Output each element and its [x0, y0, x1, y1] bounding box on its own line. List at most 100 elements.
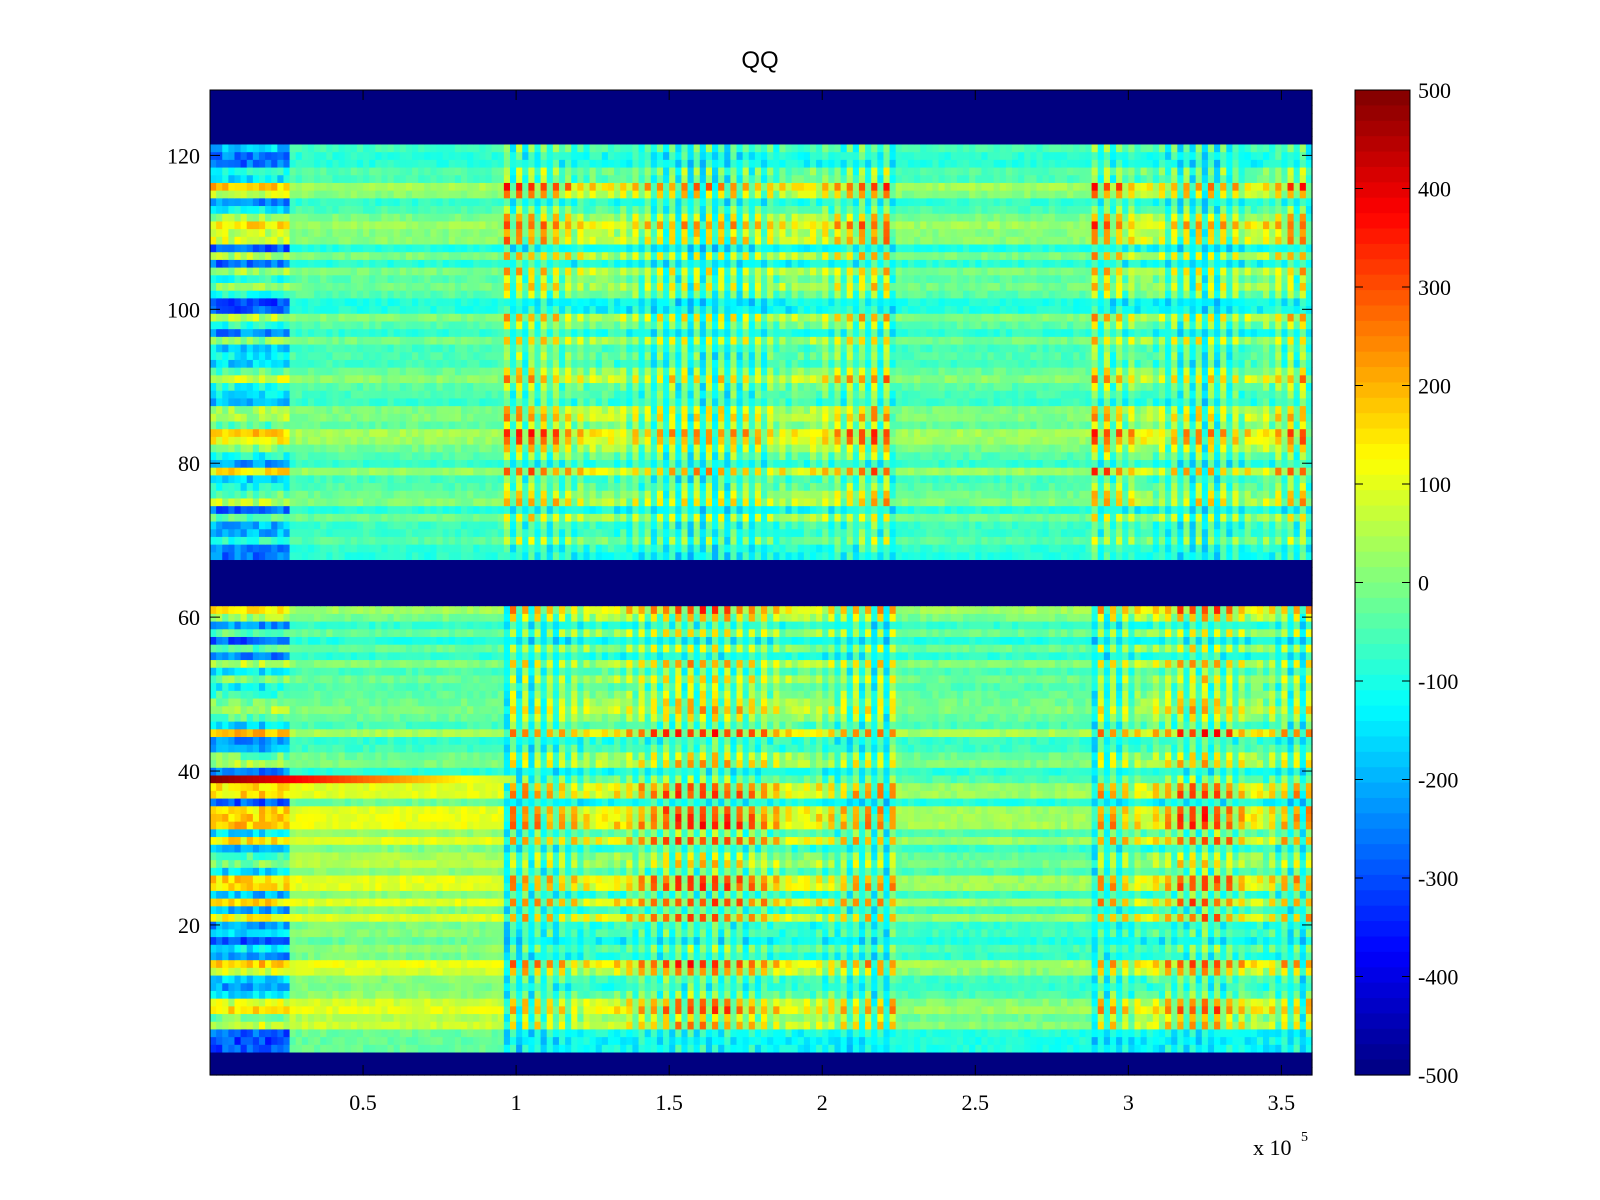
heatmap-cell: [1122, 906, 1129, 914]
heatmap-cell: [951, 983, 958, 991]
heatmap-cell: [1110, 883, 1117, 891]
heatmap-cell: [632, 867, 639, 875]
heatmap-cell: [1104, 867, 1111, 875]
heatmap-cell: [473, 921, 480, 929]
heatmap-cell: [528, 990, 535, 998]
heatmap-cell: [975, 890, 982, 898]
heatmap-cell: [1024, 929, 1031, 937]
heatmap-cell: [681, 960, 688, 968]
heatmap-cell: [467, 936, 474, 944]
heatmap-cell: [381, 983, 388, 991]
heatmap-cell: [749, 906, 756, 914]
heatmap-cell: [577, 921, 584, 929]
heatmap-cell: [369, 875, 376, 883]
heatmap-cell: [1012, 929, 1019, 937]
heatmap-cell: [461, 990, 468, 998]
heatmap-cell: [1104, 906, 1111, 914]
heatmap-cell: [247, 929, 254, 937]
heatmap-cell: [216, 1006, 223, 1014]
heatmap-cell: [1159, 1067, 1166, 1075]
heatmap-cell: [737, 998, 744, 1006]
heatmap-cell: [1049, 967, 1056, 975]
heatmap-cell: [1098, 1037, 1105, 1045]
heatmap-cell: [528, 906, 535, 914]
heatmap-cell: [1055, 967, 1062, 975]
heatmap-cell: [265, 1052, 272, 1060]
heatmap-cell: [816, 1029, 823, 1037]
heatmap-cell: [1220, 906, 1227, 914]
heatmap-cell: [792, 1021, 799, 1029]
heatmap-cell: [596, 875, 603, 883]
heatmap-cell: [590, 1006, 597, 1014]
heatmap-cell: [541, 929, 548, 937]
heatmap-cell: [755, 1006, 762, 1014]
heatmap-cell: [351, 875, 358, 883]
heatmap-cell: [1202, 875, 1209, 883]
heatmap-cell: [988, 990, 995, 998]
heatmap-cell: [418, 898, 425, 906]
heatmap-cell: [228, 921, 235, 929]
heatmap-cell: [449, 983, 456, 991]
heatmap-cell: [890, 952, 897, 960]
heatmap-cell: [228, 906, 235, 914]
heatmap-cell: [834, 1029, 841, 1037]
heatmap-cell: [1251, 1037, 1258, 1045]
heatmap-cell: [339, 867, 346, 875]
heatmap-cell: [1104, 1052, 1111, 1060]
heatmap-cell: [651, 983, 658, 991]
heatmap-cell: [834, 1067, 841, 1075]
heatmap-cell: [669, 952, 676, 960]
heatmap-cell: [473, 998, 480, 1006]
heatmap-cell: [1104, 898, 1111, 906]
heatmap-cell: [1116, 936, 1123, 944]
heatmap-cell: [847, 883, 854, 891]
heatmap-cell: [1190, 906, 1197, 914]
heatmap-cell: [675, 1013, 682, 1021]
heatmap-cell: [1177, 990, 1184, 998]
heatmap-cell: [479, 921, 486, 929]
heatmap-cell: [222, 1006, 229, 1014]
heatmap-cell: [626, 898, 633, 906]
heatmap-cell: [975, 960, 982, 968]
heatmap-cell: [1281, 1044, 1288, 1052]
heatmap-cell: [700, 936, 707, 944]
heatmap-cell: [1153, 1029, 1160, 1037]
heatmap-cell: [528, 890, 535, 898]
heatmap-cell: [1153, 906, 1160, 914]
heatmap-cell: [412, 967, 419, 975]
heatmap-cell: [388, 875, 395, 883]
heatmap-cell: [1104, 890, 1111, 898]
heatmap-cell: [1226, 967, 1233, 975]
heatmap-cell: [1085, 1052, 1092, 1060]
heatmap-cell: [792, 906, 799, 914]
heatmap-cell: [522, 1037, 529, 1045]
heatmap-cell: [1245, 960, 1252, 968]
heatmap-cell: [1190, 1067, 1197, 1075]
heatmap-cell: [767, 936, 774, 944]
heatmap-cell: [963, 936, 970, 944]
heatmap-cell: [730, 906, 737, 914]
heatmap-cell: [1110, 975, 1117, 983]
heatmap-cell: [914, 929, 921, 937]
heatmap-cell: [877, 1029, 884, 1037]
heatmap-cell: [767, 929, 774, 937]
heatmap-cell: [1061, 898, 1068, 906]
heatmap-cell: [743, 1006, 750, 1014]
heatmap-cell: [737, 875, 744, 883]
heatmap-cell: [816, 952, 823, 960]
heatmap-cell: [479, 906, 486, 914]
heatmap-cell: [590, 998, 597, 1006]
heatmap-cell: [253, 913, 260, 921]
heatmap-cell: [1220, 875, 1227, 883]
heatmap-cell: [620, 883, 627, 891]
heatmap-cell: [902, 906, 909, 914]
heatmap-cell: [908, 936, 915, 944]
heatmap-cell: [534, 952, 541, 960]
heatmap-cell: [1288, 1044, 1295, 1052]
heatmap-cell: [1024, 1021, 1031, 1029]
heatmap-cell: [877, 944, 884, 952]
heatmap-cell: [1037, 913, 1044, 921]
heatmap-cell: [259, 1029, 266, 1037]
heatmap-cell: [234, 944, 241, 952]
heatmap-cell: [222, 1021, 229, 1029]
